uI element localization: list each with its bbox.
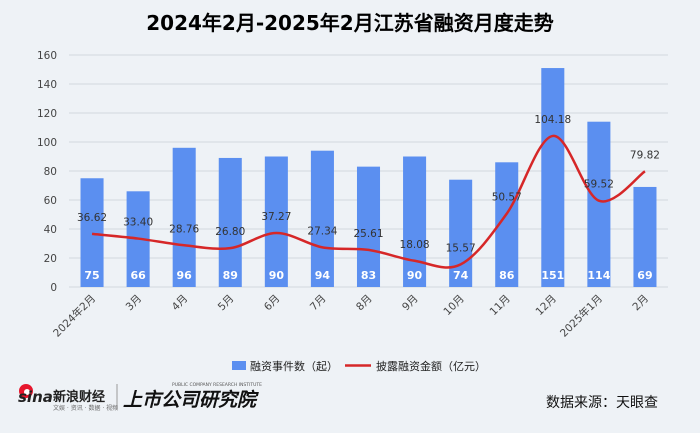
y-tick-label: 100 [37, 137, 57, 149]
line-value-label: 33.40 [123, 217, 153, 229]
bar-value-label: 74 [453, 269, 469, 282]
line-value-label: 15.57 [446, 242, 476, 254]
y-tick-label: 0 [50, 282, 57, 294]
chart-title: 2024年2月-2025年2月江苏省融资月度走势 [146, 11, 553, 35]
y-tick-label: 60 [44, 195, 57, 207]
x-tick-label: 11月 [487, 293, 512, 318]
x-tick-label: 2025年1月 [557, 292, 605, 340]
y-tick-label: 160 [37, 50, 57, 62]
legend-bar-swatch [232, 361, 246, 370]
x-tick-label: 12月 [534, 293, 559, 318]
data-source: 数据来源：天眼查 [546, 395, 658, 411]
bar [403, 156, 427, 287]
bar [264, 156, 288, 287]
x-tick-label: 6月 [262, 293, 283, 314]
y-tick-label: 140 [37, 79, 57, 91]
bar-value-label: 66 [130, 269, 146, 282]
y-axis: 0 20 40 60 80 100 120 140 160 [37, 50, 57, 294]
line-value-label: 79.82 [630, 149, 660, 161]
bar-value-label: 151 [541, 269, 564, 282]
y-tick-label: 120 [37, 108, 57, 120]
line-value-label: 26.80 [215, 226, 245, 238]
x-tick-label: 7月 [308, 293, 329, 314]
bar-value-label: 96 [177, 269, 193, 282]
line-value-label: 50.57 [492, 192, 522, 204]
brand-logo-text: 上市公司研究院 [123, 389, 259, 411]
x-tick-label: 2024年2月 [50, 292, 98, 340]
y-tick-label: 20 [44, 253, 57, 265]
line-value-label: 59.52 [584, 179, 614, 191]
bar-value-label: 69 [637, 269, 652, 282]
bar-value-label: 75 [84, 269, 99, 282]
legend-line-label: 披露融资金额（亿元） [376, 359, 486, 373]
x-tick-label: 8月 [354, 293, 375, 314]
line-value-label: 28.76 [169, 223, 199, 235]
x-tick-label: 4月 [170, 293, 191, 314]
bar-value-label: 83 [361, 269, 376, 282]
x-tick-label: 10月 [441, 293, 466, 318]
sina-logo-cn: 新浪财经 [53, 389, 105, 405]
x-tick-label: 5月 [216, 293, 237, 314]
bar [633, 186, 657, 287]
bar-series: 75 66 96 89 90 94 83 90 74 86 151 114 69 [80, 68, 657, 287]
y-tick-label: 40 [44, 224, 57, 236]
sina-logo-sub: 文娱 · 资讯 · 数据 · 视频 [53, 404, 118, 412]
bar-value-label: 89 [223, 269, 238, 282]
bar-value-label: 114 [587, 269, 610, 282]
line-value-label: 37.27 [261, 211, 291, 223]
bar [310, 150, 334, 287]
bar-value-label: 90 [407, 269, 423, 282]
x-tick-label: 9月 [400, 293, 421, 314]
line-value-label: 27.34 [307, 225, 337, 237]
bar-value-label: 90 [269, 269, 285, 282]
x-tick-label: 3月 [124, 293, 145, 314]
bar [218, 157, 242, 287]
sina-logo-text: sina [18, 388, 53, 406]
line-value-label: 104.18 [534, 114, 571, 126]
y-tick-label: 80 [44, 166, 57, 178]
line-value-label: 36.62 [77, 212, 107, 224]
line-path [91, 134, 646, 269]
bar [172, 147, 196, 287]
bar [80, 178, 104, 287]
brand-logo: PUBLIC COMPANY RESEARCH INSTITUTE 上市公司研究… [123, 382, 262, 411]
bar-value-label: 86 [499, 269, 515, 282]
x-tick-label: 2月 [630, 293, 651, 314]
brand-logo-en: PUBLIC COMPANY RESEARCH INSTITUTE [172, 382, 262, 388]
legend-bar-label: 融资事件数（起） [250, 360, 338, 373]
bar [495, 162, 519, 287]
line-value-label: 18.08 [400, 239, 430, 251]
bar [541, 68, 565, 287]
legend: 融资事件数（起） 披露融资金额（亿元） [232, 359, 486, 373]
bar [587, 121, 611, 287]
bar [356, 166, 381, 287]
x-axis: 2024年2月 3月 4月 5月 6月 7月 8月 9月 10月 11月 12月 2025年1月 2月 [50, 292, 651, 340]
sina-logo: sina 新浪财经 文娱 · 资讯 · 数据 · 视频 [18, 384, 118, 412]
line-series: 36.62 33.40 28.76 26.80 37.27 27.34 25.61 18.08… [77, 114, 660, 269]
footer: sina 新浪财经 文娱 · 资讯 · 数据 · 视频 PUBLIC COMPA… [18, 382, 658, 412]
sina-eye-pupil [24, 389, 30, 395]
line-value-label: 25.61 [353, 228, 383, 240]
bar-value-label: 94 [315, 269, 331, 282]
